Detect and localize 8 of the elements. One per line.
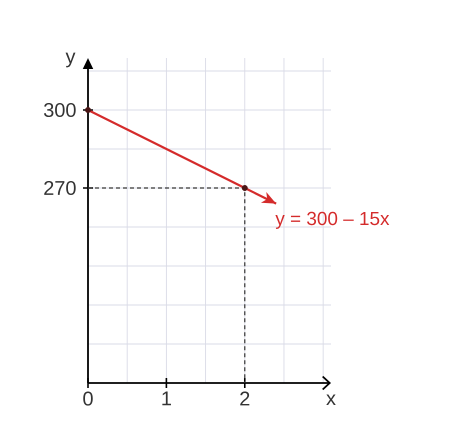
y-tick-label: 300 [44, 102, 76, 118]
x-tick-label: 2 [240, 392, 250, 406]
x-tick-label: 1 [162, 392, 171, 406]
y-tick-label: 270 [44, 180, 76, 196]
y-axis-title: y [66, 52, 76, 68]
x-tick-label: 0 [83, 392, 93, 406]
annotation: y = 300 – 15x [275, 212, 390, 229]
x-axis-title: x [326, 394, 336, 406]
